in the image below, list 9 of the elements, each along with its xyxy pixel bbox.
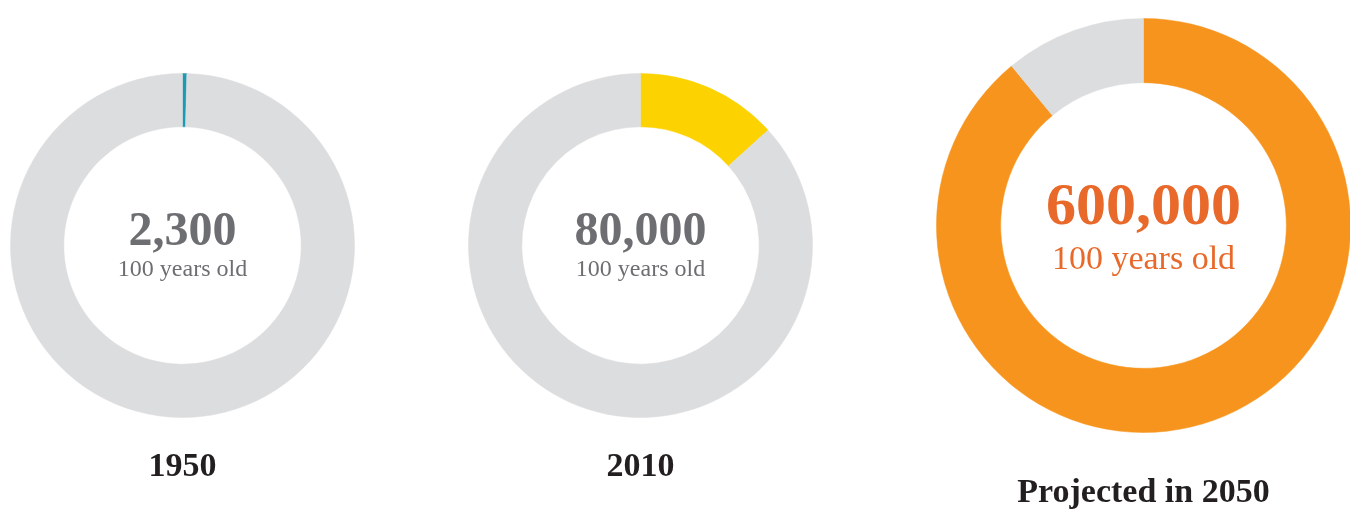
text: 100 years old [1051,239,1236,277]
text: 1950 [148,445,217,483]
text: 2010 [606,445,675,483]
text: Projected in 2050 [1017,472,1270,509]
text: 2,300 [128,201,237,255]
text: 100 years old [575,255,706,282]
text: 600,000 [1046,171,1241,237]
text: 100 years old [117,255,248,282]
text: 80,000 [574,201,707,255]
